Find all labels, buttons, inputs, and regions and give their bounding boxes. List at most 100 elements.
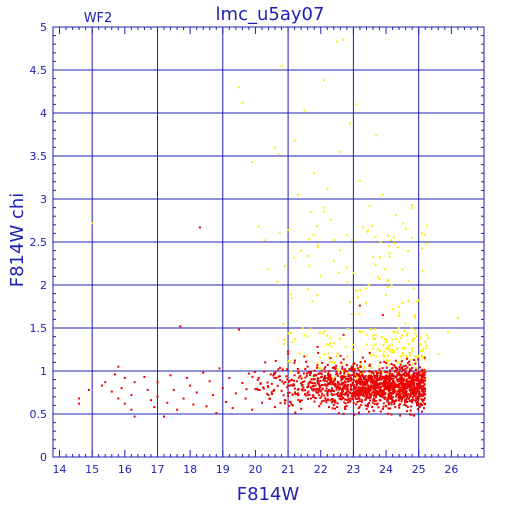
- data-point: [447, 331, 450, 334]
- data-point: [342, 393, 345, 396]
- data-point: [331, 398, 334, 400]
- data-point: [277, 368, 280, 371]
- data-point: [354, 393, 357, 396]
- data-point: [363, 365, 366, 368]
- data-point: [391, 390, 394, 393]
- data-point: [353, 414, 355, 417]
- data-point: [334, 367, 337, 370]
- data-point: [362, 367, 365, 370]
- data-point: [365, 407, 368, 410]
- data-point: [205, 405, 208, 408]
- data-point: [365, 287, 368, 290]
- data-point: [281, 368, 284, 371]
- data-point: [407, 343, 410, 345]
- data-point: [391, 348, 393, 351]
- data-point: [386, 384, 389, 387]
- data-point: [359, 376, 362, 379]
- data-point: [391, 401, 393, 404]
- data-point: [396, 390, 399, 393]
- data-point: [379, 370, 382, 373]
- data-point: [309, 210, 312, 213]
- data-point: [416, 374, 419, 376]
- data-point: [195, 391, 198, 394]
- data-point: [376, 403, 378, 406]
- data-point: [395, 395, 397, 398]
- data-point: [364, 360, 366, 363]
- data-point: [241, 101, 244, 104]
- data-point: [376, 348, 379, 351]
- data-point: [415, 387, 418, 390]
- data-point: [176, 408, 179, 411]
- data-point: [287, 384, 290, 387]
- data-point: [323, 79, 325, 82]
- data-point: [366, 384, 369, 387]
- data-point: [370, 366, 373, 369]
- data-point: [329, 380, 332, 383]
- data-point: [368, 373, 371, 376]
- data-point: [281, 380, 284, 383]
- data-point: [301, 389, 304, 392]
- data-point: [357, 382, 360, 384]
- data-point: [287, 405, 290, 407]
- data-point: [303, 109, 306, 112]
- data-point: [208, 380, 211, 383]
- data-point: [404, 394, 406, 397]
- data-point: [341, 398, 344, 401]
- data-point: [279, 401, 282, 404]
- data-point: [328, 406, 330, 409]
- data-point: [308, 264, 311, 267]
- data-point: [358, 400, 361, 403]
- data-point: [411, 363, 414, 366]
- data-point: [339, 376, 342, 379]
- data-point: [406, 357, 408, 360]
- data-point: [329, 218, 332, 221]
- data-point: [389, 377, 392, 379]
- data-point: [395, 383, 397, 386]
- data-point: [343, 372, 346, 375]
- data-point: [377, 275, 380, 278]
- y-tick-label: 4.5: [30, 64, 48, 77]
- data-point: [416, 383, 419, 386]
- data-point: [401, 352, 404, 355]
- data-point: [358, 375, 361, 377]
- data-point: [358, 405, 361, 408]
- data-point: [192, 403, 195, 406]
- data-point: [372, 374, 375, 377]
- data-point: [344, 381, 347, 384]
- data-point: [342, 397, 345, 399]
- data-point: [423, 407, 425, 410]
- data-point: [420, 410, 423, 413]
- data-point: [411, 207, 414, 210]
- data-point: [289, 361, 292, 364]
- data-point: [123, 376, 126, 379]
- data-point: [364, 397, 367, 400]
- data-point: [370, 378, 373, 381]
- data-point: [411, 367, 414, 369]
- data-point: [293, 379, 296, 382]
- data-point: [413, 379, 416, 381]
- data-point: [395, 385, 397, 388]
- data-point: [335, 355, 338, 358]
- data-point: [256, 378, 259, 381]
- data-point: [402, 354, 405, 357]
- data-point: [407, 250, 410, 252]
- data-point: [386, 400, 389, 403]
- data-point: [409, 399, 412, 402]
- data-point: [421, 394, 423, 397]
- data-point: [321, 384, 323, 387]
- data-point: [392, 387, 395, 390]
- data-point: [381, 395, 383, 398]
- data-point: [393, 364, 396, 367]
- data-point: [365, 387, 368, 390]
- data-point: [421, 380, 424, 383]
- data-point: [416, 404, 418, 407]
- data-point: [346, 383, 349, 386]
- data-point: [387, 346, 390, 349]
- data-point: [304, 393, 306, 396]
- data-point: [326, 380, 329, 383]
- data-point: [401, 395, 404, 398]
- data-point: [274, 406, 276, 409]
- data-point: [376, 375, 379, 378]
- data-point: [405, 390, 408, 393]
- data-point: [347, 375, 350, 378]
